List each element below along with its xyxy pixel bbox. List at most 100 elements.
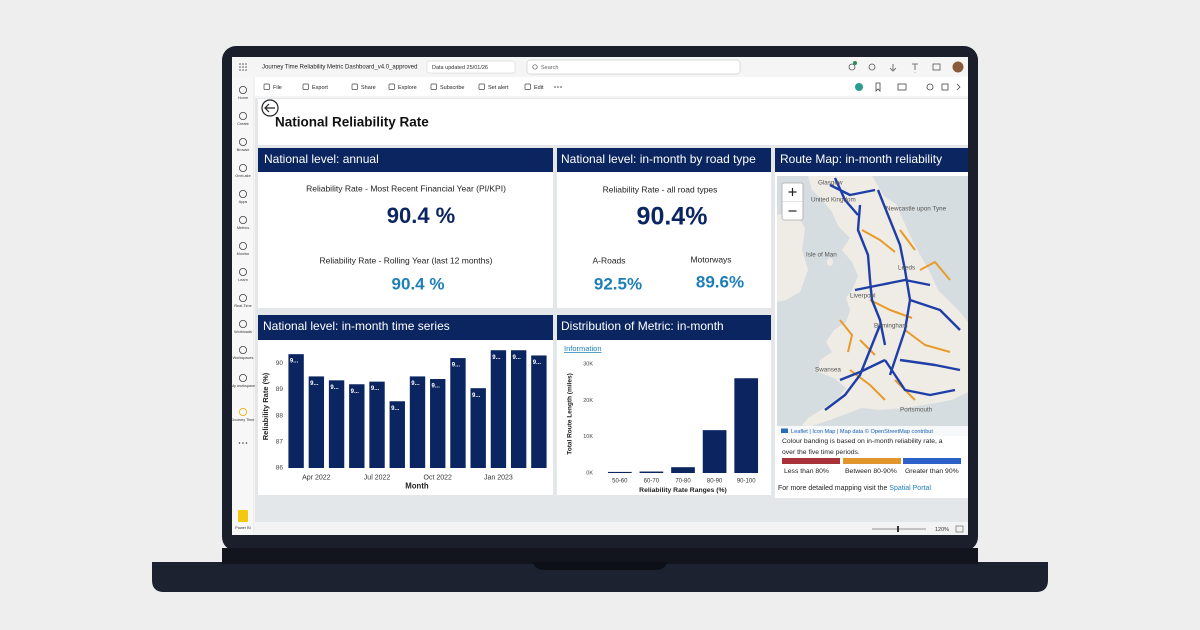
toolbar-right-icons[interactable] — [855, 82, 961, 92]
nav-label[interactable]: OneLake — [235, 174, 250, 178]
nav-label[interactable]: Apps — [239, 200, 248, 204]
nav-icon[interactable] — [238, 293, 247, 302]
toolbar-more[interactable] — [554, 86, 562, 88]
kpi-value: 89.6% — [696, 272, 744, 291]
title-band — [258, 99, 968, 145]
nav-icon[interactable] — [238, 407, 247, 416]
nav-more-dot[interactable] — [238, 442, 241, 444]
place-label: Liverpool — [850, 293, 876, 300]
nav-icon[interactable] — [238, 373, 247, 382]
back-button[interactable] — [261, 99, 279, 117]
nav-icon[interactable] — [238, 137, 247, 146]
app-launcher[interactable] — [239, 63, 247, 71]
nav-label[interactable]: My workspace — [231, 384, 255, 388]
avatar[interactable] — [952, 61, 964, 73]
map-attribution[interactable]: Leaflet | Icon Map | Map data © OpenStre… — [791, 428, 933, 435]
toolbar-item[interactable]: Edit — [534, 85, 544, 91]
bar[interactable] — [470, 388, 486, 468]
zoom-thumb[interactable] — [897, 526, 899, 532]
bar[interactable] — [430, 379, 446, 468]
data-label: 9... — [351, 389, 360, 395]
nav-label[interactable]: Metrics — [237, 226, 249, 230]
x-tick-label: 70-80 — [675, 479, 691, 485]
toolbar-icon[interactable] — [351, 83, 358, 90]
zoom-in[interactable] — [788, 188, 797, 196]
data-label: 9... — [452, 363, 461, 369]
nav-icon[interactable] — [238, 267, 247, 276]
x-axis-title: Reliability Rate Ranges (%) — [639, 487, 727, 494]
y-tick-label: 89 — [276, 386, 284, 393]
nav-label[interactable]: Monitor — [237, 252, 250, 256]
toolbar-icon[interactable] — [388, 83, 395, 90]
data-updated-box[interactable] — [426, 60, 516, 74]
nav-more-dot[interactable] — [245, 442, 248, 444]
data-updated[interactable]: Data updated 25/01/26 — [432, 65, 488, 71]
nav-more-dot[interactable] — [242, 442, 244, 444]
toolbar-item[interactable]: Set alert — [488, 85, 509, 91]
search-icon — [532, 64, 538, 70]
search-box[interactable] — [526, 59, 741, 75]
bar[interactable] — [389, 401, 405, 468]
panel-header — [557, 148, 771, 172]
place-label: Newcastle upon Tyne — [886, 206, 947, 213]
more-link[interactable]: Spatial Portal — [889, 485, 931, 492]
nav-icon[interactable] — [238, 163, 247, 172]
toolbar-icon[interactable] — [263, 83, 270, 90]
nav-label[interactable]: Learn — [238, 278, 248, 282]
bar[interactable] — [409, 376, 426, 468]
bar[interactable] — [702, 430, 727, 473]
laptop-hinge — [222, 548, 978, 564]
nav-icon[interactable] — [238, 345, 247, 354]
toolbar-icon[interactable] — [430, 83, 437, 90]
nav-label[interactable]: Home — [238, 96, 248, 100]
report-name[interactable]: Journey Time Reliability Metric Dashboar… — [262, 65, 417, 71]
zoom-level: 120% — [935, 527, 949, 533]
bar[interactable] — [308, 376, 325, 468]
place-label: Glasgow — [818, 180, 843, 187]
kpi-value: 90.4 % — [392, 274, 445, 293]
toolbar-item[interactable]: Share — [361, 85, 376, 91]
bar[interactable] — [510, 350, 527, 468]
header-icons[interactable] — [848, 63, 941, 73]
nav-icon[interactable] — [238, 189, 247, 198]
nav-label[interactable]: Workloads — [234, 330, 252, 334]
panel-header — [258, 315, 553, 340]
toolbar-icon[interactable] — [302, 83, 309, 90]
bar[interactable] — [349, 384, 365, 468]
nav-icon[interactable] — [238, 319, 247, 328]
toolbar-icon[interactable] — [478, 83, 485, 90]
nav-label[interactable]: Create — [237, 122, 248, 126]
bar[interactable] — [328, 380, 345, 468]
fit-page[interactable] — [955, 525, 964, 533]
product-icon[interactable] — [238, 510, 248, 522]
nav-label[interactable]: Real-Time — [234, 304, 251, 308]
nav-icon[interactable] — [238, 112, 247, 121]
nav-label[interactable]: Browse — [237, 148, 250, 152]
bar[interactable] — [531, 355, 547, 468]
bar[interactable] — [450, 358, 466, 468]
nav-label[interactable]: Workspaces — [233, 356, 254, 360]
toolbar-item[interactable]: Export — [312, 85, 328, 91]
panel-title: Distribution of Metric: in-month — [561, 319, 724, 333]
bar[interactable] — [369, 381, 385, 468]
bar[interactable] — [734, 378, 759, 473]
map[interactable]: Glasgow United Kingdom Newcastle upon Ty… — [777, 176, 968, 436]
y-axis-title: Reliability Rate (%) — [261, 372, 270, 440]
toolbar-item[interactable]: File — [273, 85, 282, 91]
bar[interactable] — [288, 354, 304, 468]
nav-label[interactable]: Journey Time — [232, 418, 255, 422]
search-placeholder[interactable]: Search — [541, 65, 558, 71]
product-name[interactable]: Power BI — [235, 526, 250, 530]
data-label: 9... — [290, 359, 299, 365]
bar[interactable] — [490, 350, 507, 468]
toolbar-item[interactable]: Subscribe — [440, 85, 464, 91]
bar[interactable] — [639, 471, 664, 473]
toolbar-icon[interactable] — [524, 83, 531, 90]
nav-icon[interactable] — [238, 86, 247, 95]
info-link[interactable]: Information — [564, 344, 602, 353]
toolbar-item[interactable]: Explore — [398, 85, 417, 91]
nav-icon[interactable] — [238, 215, 247, 224]
nav-icon[interactable] — [238, 241, 247, 250]
bar[interactable] — [671, 467, 695, 473]
bar[interactable] — [607, 471, 632, 473]
